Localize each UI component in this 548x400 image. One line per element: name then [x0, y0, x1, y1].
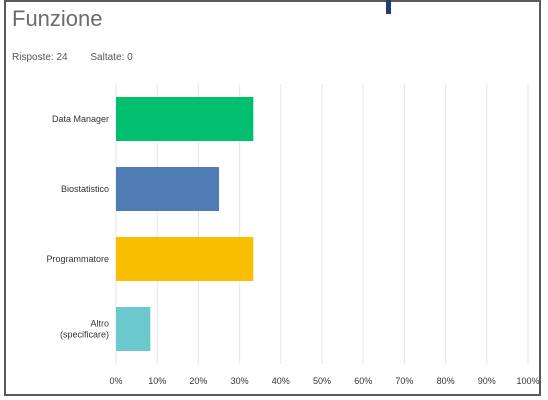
bar-3[interactable] [116, 307, 151, 351]
response-stats: Risposte: 24 Saltate: 0 [12, 52, 153, 63]
chart-panel [4, 0, 541, 396]
x-tick-label-3: 30% [231, 376, 249, 386]
x-tick-label-10: 100% [516, 376, 539, 386]
question-title: Funzione [12, 6, 103, 31]
bar-1[interactable] [116, 167, 219, 211]
category-label-2: Programmatore [46, 254, 109, 264]
x-tick-label-7: 70% [395, 376, 413, 386]
bar-0[interactable] [116, 97, 254, 141]
category-label-0: Data Manager [52, 114, 109, 124]
x-tick-label-5: 50% [313, 376, 331, 386]
corner-marker [386, 0, 391, 14]
category-label-3-line-0: Altro [90, 319, 109, 329]
x-tick-label-2: 20% [189, 376, 207, 386]
x-tick-label-9: 90% [478, 376, 496, 386]
category-label-1: Biostatistico [61, 184, 109, 194]
bar-2[interactable] [116, 237, 254, 281]
responses-count: Risposte: 24 [12, 52, 68, 63]
panel-top-border [4, 0, 541, 2]
x-tick-label-6: 60% [354, 376, 372, 386]
x-tick-label-0: 0% [109, 376, 122, 386]
skipped-count: Saltate: 0 [90, 52, 133, 63]
category-label-3-line-1: (specificare) [60, 330, 109, 340]
x-tick-label-8: 80% [437, 376, 455, 386]
x-tick-label-1: 10% [148, 376, 166, 386]
x-tick-label-4: 40% [272, 376, 290, 386]
